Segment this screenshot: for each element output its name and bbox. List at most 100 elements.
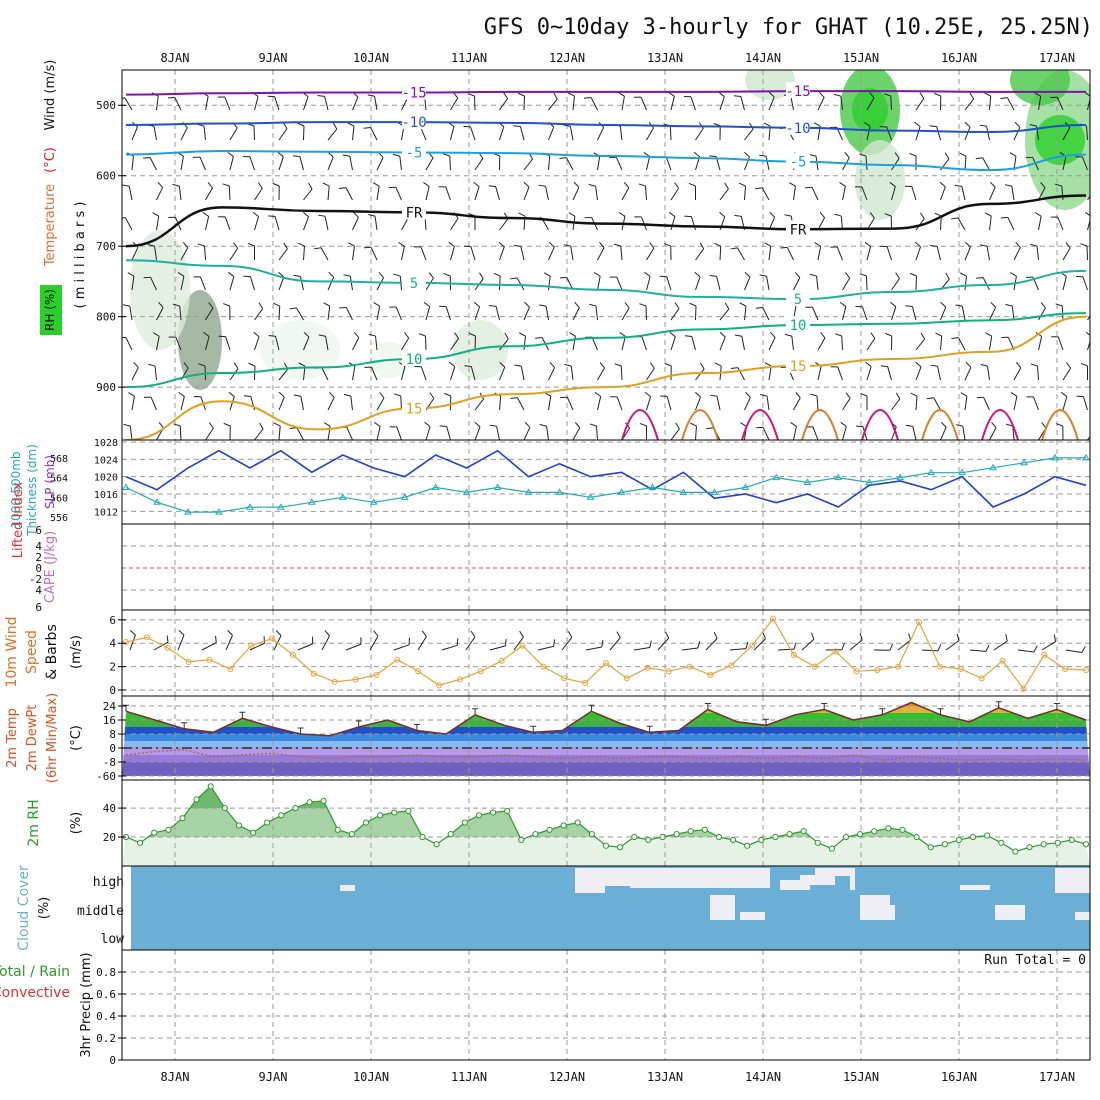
day-label: 15JAN — [843, 51, 879, 65]
surface-wind-barb-flag — [908, 633, 912, 641]
thickness-point — [245, 503, 254, 510]
wind-barb-flag — [694, 391, 701, 398]
wind-barb-flag — [564, 363, 572, 367]
wind-barb-flag — [539, 304, 547, 307]
surface-wind-barb-flag — [762, 632, 766, 640]
wind-barb — [370, 127, 378, 141]
wind-barb — [1087, 195, 1090, 201]
upper-ytick-label: 900 — [96, 381, 116, 394]
wind-barb — [590, 97, 598, 111]
wind-barb — [744, 397, 751, 411]
wind-barb — [1087, 315, 1090, 321]
wind-barb — [816, 395, 819, 411]
day-labels-top: 8JAN 9JAN 10JAN 11JAN 12JAN 13JAN 14JAN 15JAN 16… — [161, 51, 1076, 65]
wind-barb — [327, 277, 335, 291]
thickness-point — [865, 478, 874, 486]
wind-barb-flag — [317, 95, 325, 97]
wind-barb — [449, 155, 451, 171]
wind-barb-flag — [599, 242, 605, 248]
wind-barb — [1012, 426, 1015, 440]
temp-ylabel-1: 2m Temp — [5, 708, 20, 768]
wind-barb-flag — [379, 392, 385, 399]
wind-unit: (m/s) — [69, 635, 84, 669]
wind-barb — [621, 187, 630, 201]
wind-barb-flag — [535, 337, 543, 339]
wind-barb — [741, 336, 745, 351]
wind-barb-flag — [719, 211, 726, 218]
wind-barb-flag — [1080, 243, 1088, 247]
rh-point — [1082, 841, 1090, 848]
wind-ylabel-3: & Barbs — [44, 624, 60, 680]
wind-barb — [352, 96, 359, 111]
wind-speed-point — [519, 642, 526, 649]
wind-barb — [300, 396, 304, 411]
surface-wind-barb-flag — [227, 630, 233, 636]
rh-point — [1026, 844, 1033, 851]
wind-barb — [866, 366, 872, 381]
wind-barb — [1062, 276, 1067, 291]
wind-barb-flag — [173, 423, 181, 427]
wind-barb-flag — [128, 392, 135, 397]
wind-barb — [936, 126, 941, 141]
temp-unit: (°C) — [69, 725, 84, 751]
wind-barb — [229, 156, 234, 171]
wind-barb — [153, 126, 157, 141]
temp-ylabel-2: 2m DewPt — [25, 705, 40, 772]
rh-point — [941, 841, 948, 848]
wind-barb-flag — [353, 211, 359, 218]
wind-barb-flag — [991, 422, 997, 428]
surface-wind-barb — [393, 644, 410, 651]
wind-barb-flag — [845, 272, 851, 279]
wind-barb-flag — [368, 333, 376, 337]
wind-barb-flag — [157, 181, 164, 188]
wind-barb — [817, 337, 826, 351]
isotherm-label: -5 — [406, 145, 423, 161]
wind-barb-flag — [1091, 183, 1095, 189]
wind-barb — [982, 157, 990, 171]
wind-barb — [691, 336, 696, 351]
wind-barb-flag — [730, 247, 738, 250]
wind-barb-flag — [985, 332, 992, 337]
wind-barb — [205, 216, 210, 231]
wind-barb-flag — [859, 273, 867, 277]
thickness-point — [989, 463, 997, 471]
wind-barb — [597, 247, 605, 261]
surface-wind-barb — [489, 645, 506, 651]
wind-barb-flag — [519, 332, 526, 337]
surface-wind-barb-flag — [553, 639, 556, 647]
wind-barb-flag — [133, 361, 139, 368]
wind-barb — [303, 245, 305, 261]
wind-barb-flag — [347, 122, 355, 127]
wind-barb — [961, 306, 966, 321]
rh-point — [857, 831, 864, 838]
wind-speed-point — [248, 642, 255, 649]
wind-barb-flag — [895, 272, 900, 279]
wind-barb — [695, 128, 704, 141]
wind-barb — [200, 276, 206, 291]
surface-wind-barb — [969, 649, 986, 652]
wind-barb-flag — [463, 245, 471, 248]
wind-barb-flag — [895, 392, 901, 400]
wind-barb-flag — [869, 212, 875, 219]
wind-barb — [499, 275, 501, 291]
cape-ytick-label: 4 — [35, 540, 42, 553]
wind-barb-flag — [844, 152, 850, 159]
wind-barb — [695, 248, 705, 261]
wind-barb-flag — [453, 92, 459, 99]
wind-barb-flag — [839, 182, 846, 187]
wind-barb — [666, 276, 672, 291]
wind-barb-flag — [955, 304, 963, 307]
surface-wind-barb-flag — [373, 630, 379, 637]
cloud-clear-block — [340, 885, 355, 891]
wind-barb-flag — [618, 212, 626, 217]
wind-barb — [817, 366, 822, 381]
wind-barb-flag — [784, 333, 792, 337]
wind-barb-flag — [152, 332, 160, 337]
wind-barb-flag — [424, 421, 431, 428]
wind-barb — [450, 246, 455, 261]
rh-point — [729, 836, 737, 844]
wind-barb — [719, 336, 726, 351]
surface-wind-barb-flag — [937, 644, 942, 652]
wind-barb — [274, 216, 280, 231]
wind-barb — [690, 216, 696, 231]
